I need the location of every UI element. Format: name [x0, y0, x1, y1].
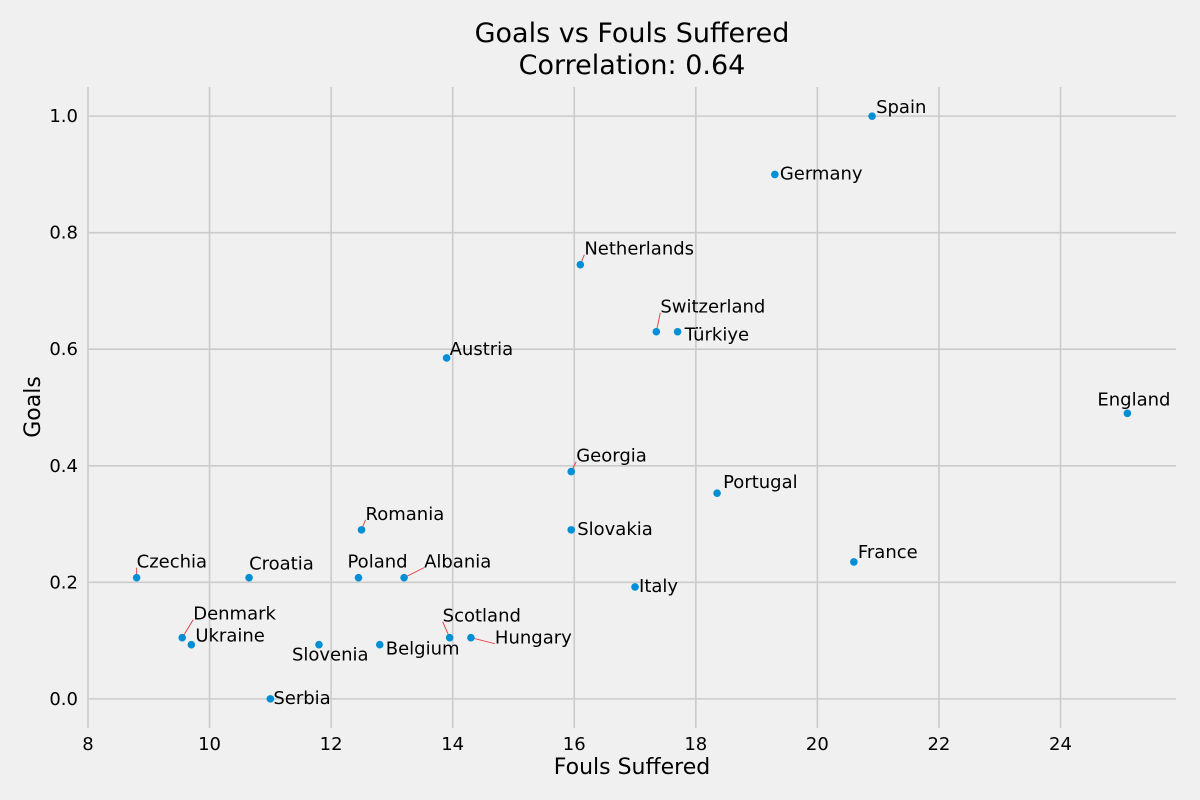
point-romania	[357, 526, 366, 534]
point-label: Portugal	[723, 472, 798, 493]
point-label: Italy	[639, 576, 678, 597]
y-tick-label: 0.6	[49, 339, 78, 360]
point-france	[850, 558, 858, 566]
point-label: Slovenia	[292, 645, 369, 666]
y-tick-label: 0.2	[49, 572, 78, 593]
point-labels: Spain Germany Netherlands Switzerland Türkiy…	[137, 97, 1171, 709]
y-tick-label: 1.0	[49, 106, 78, 127]
leader-line	[470, 637, 496, 645]
point-label: Spain	[876, 97, 926, 118]
point-albania	[400, 573, 408, 582]
x-tick-label: 12	[320, 734, 343, 755]
point-label: Germany	[780, 163, 863, 184]
point-georgia	[567, 467, 576, 476]
x-tick-label: 24	[1049, 734, 1072, 755]
point-italy	[631, 583, 639, 591]
point-ukraine	[187, 640, 196, 649]
point-label: England	[1097, 389, 1170, 410]
point-label: Serbia	[273, 688, 330, 709]
x-tick-label: 16	[563, 734, 586, 755]
point-label: Georgia	[576, 446, 647, 467]
x-tick-label: 20	[806, 734, 829, 755]
point-croatia	[245, 573, 253, 582]
point-serbia	[266, 695, 275, 703]
point-label: Albania	[424, 552, 491, 573]
x-tick-label: 8	[82, 734, 93, 755]
point-germany	[771, 170, 779, 179]
point-label: Czechia	[137, 552, 207, 573]
point-poland	[354, 573, 363, 582]
point-label: Romania	[366, 504, 445, 525]
point-label: Belgium	[386, 639, 460, 660]
y-axis-label: Goals	[21, 376, 46, 438]
point-label: Slovakia	[577, 519, 653, 540]
chart-title: Goals vs Fouls Suffered	[475, 18, 790, 49]
gridlines	[87, 87, 1176, 728]
x-axis-label: Fouls Suffered	[554, 755, 711, 780]
x-tick-label: 14	[441, 734, 464, 755]
point-england	[1123, 409, 1132, 418]
point-denmark	[178, 633, 187, 642]
y-tick-label: 0.0	[49, 689, 78, 710]
point-türkiye	[673, 327, 682, 336]
point-portugal	[713, 489, 721, 497]
point-scotland	[445, 633, 454, 642]
point-label: Türkiye	[684, 325, 750, 346]
point-label: Austria	[450, 339, 514, 360]
tick-labels: 8 10 12 14 16 18 20 22 24 0.0 0.2 0.4 0.6 0.8 1.0	[49, 106, 1072, 755]
point-label: Scotland	[443, 606, 521, 627]
x-tick-label: 22	[927, 734, 950, 755]
point-austria	[442, 354, 451, 362]
data-points	[132, 112, 1132, 703]
y-tick-label: 0.4	[49, 456, 78, 477]
chart-subtitle: Correlation: 0.64	[519, 50, 746, 81]
point-label: Ukraine	[195, 626, 265, 647]
point-label: Croatia	[249, 554, 314, 575]
point-label: France	[858, 542, 918, 563]
point-label: Hungary	[495, 628, 572, 649]
point-spain	[868, 112, 876, 120]
point-switzerland	[652, 327, 661, 336]
point-hungary	[467, 633, 475, 642]
y-tick-label: 0.8	[49, 223, 78, 244]
point-label: Denmark	[193, 604, 276, 625]
point-label: Netherlands	[584, 239, 694, 260]
point-belgium	[375, 640, 384, 649]
x-tick-label: 10	[198, 734, 221, 755]
x-tick-label: 18	[684, 734, 707, 755]
point-slovenia	[315, 640, 323, 649]
point-label: Poland	[347, 552, 407, 573]
point-czechia	[132, 573, 141, 582]
point-netherlands	[576, 260, 585, 269]
point-slovakia	[567, 526, 576, 534]
point-label: Switzerland	[660, 297, 765, 318]
